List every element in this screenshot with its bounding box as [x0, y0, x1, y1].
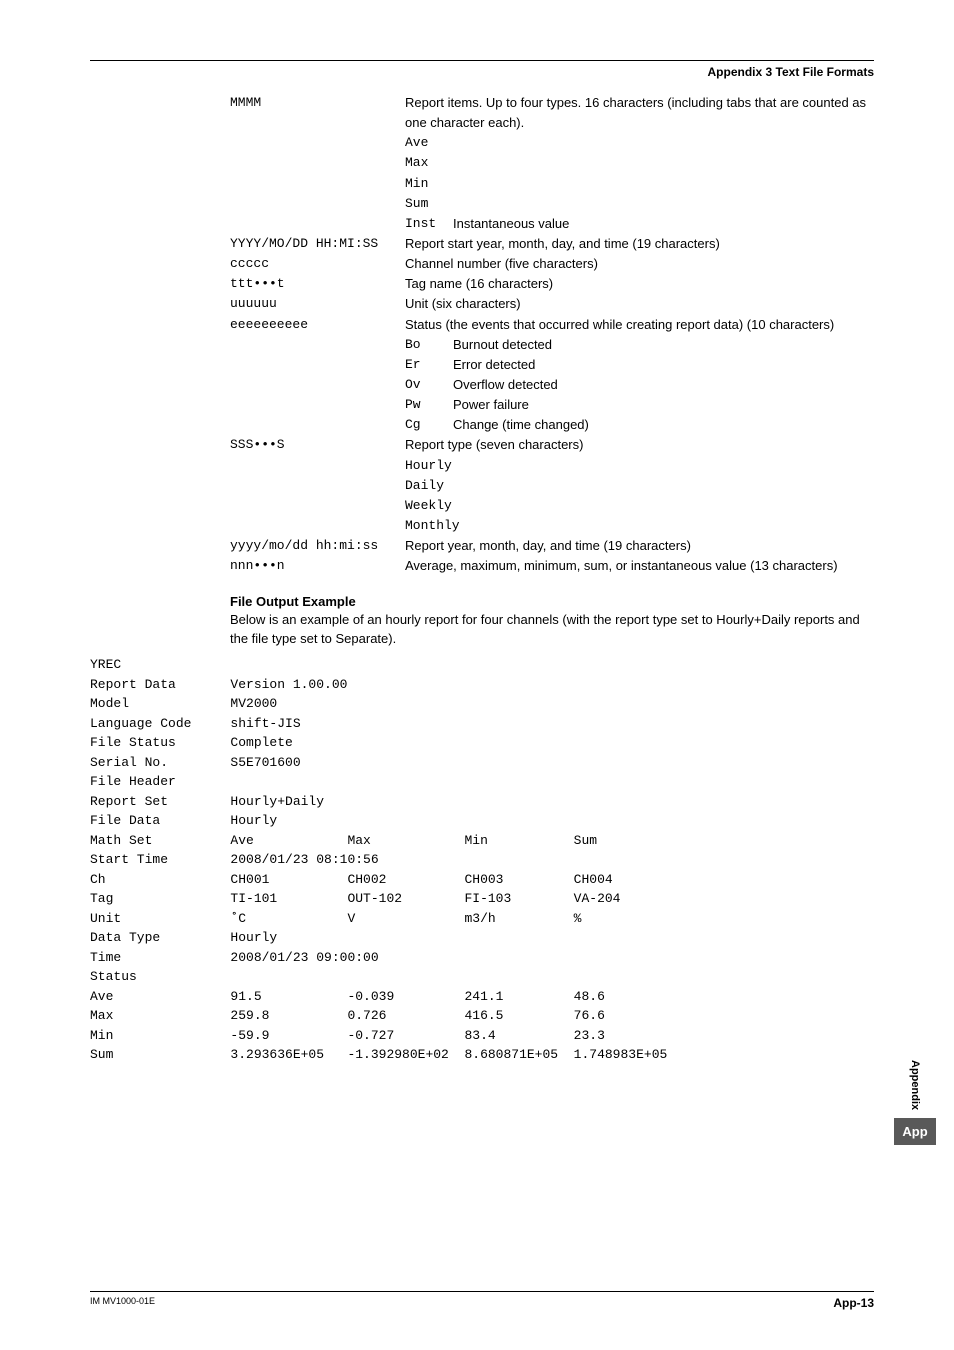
definition-sub-mono: Max	[405, 153, 874, 173]
definition-sub-mono: Weekly	[405, 496, 874, 516]
definition-sub-code: Pw	[405, 395, 453, 415]
definition-row: YYYY/MO/DD HH:MI:SSReport start year, mo…	[230, 234, 874, 254]
definition-sub-text: Instantaneous value	[453, 214, 874, 234]
definition-row: ttt•••tTag name (16 characters)	[230, 274, 874, 294]
definition-sub-text: Error detected	[453, 355, 874, 375]
definition-key: yyyy/mo/dd hh:mi:ss	[230, 536, 405, 556]
definition-sub-text: Overflow detected	[453, 375, 874, 395]
definition-sub-text: Change (time changed)	[453, 415, 874, 435]
definition-key: ttt•••t	[230, 274, 405, 294]
definition-sub-row: PwPower failure	[405, 395, 874, 415]
definition-row: eeeeeeeeeeStatus (the events that occurr…	[230, 315, 874, 335]
definition-sub-row: OvOverflow detected	[405, 375, 874, 395]
definition-row: cccccChannel number (five characters)	[230, 254, 874, 274]
definition-value: Tag name (16 characters)	[405, 274, 874, 294]
definition-sub-code: Bo	[405, 335, 453, 355]
definition-value: Report items. Up to four types. 16 chara…	[405, 93, 874, 133]
definition-sub-code: Ov	[405, 375, 453, 395]
definition-sub-row: BoBurnout detected	[405, 335, 874, 355]
definition-sub-text: Burnout detected	[453, 335, 874, 355]
side-tab: Appendix App	[894, 1060, 936, 1145]
definition-sub-mono: Hourly	[405, 456, 874, 476]
example-output: YREC Report Data Version 1.00.00 Model M…	[90, 655, 874, 1065]
definition-sub-row: ErError detected	[405, 355, 874, 375]
footer-doc-id: IM MV1000-01E	[90, 1296, 155, 1310]
definition-value: Report type (seven characters)	[405, 435, 874, 455]
definition-sub-mono: Min	[405, 174, 874, 194]
definition-sub-mono: Sum	[405, 194, 874, 214]
definition-key: nnn•••n	[230, 556, 405, 576]
definition-value: Unit (six characters)	[405, 294, 874, 314]
definition-sub-code: Inst	[405, 214, 453, 234]
side-label: Appendix	[909, 1060, 921, 1110]
definition-value: Report start year, month, day, and time …	[405, 234, 874, 254]
definition-value: Average, maximum, minimum, sum, or insta…	[405, 556, 874, 576]
definitions-block: MMMMReport items. Up to four types. 16 c…	[230, 93, 874, 576]
definition-key: ccccc	[230, 254, 405, 274]
definition-key: YYYY/MO/DD HH:MI:SS	[230, 234, 405, 254]
definition-sub-text: Power failure	[453, 395, 874, 415]
definition-key: MMMM	[230, 93, 405, 113]
side-tab-box: App	[894, 1118, 936, 1145]
definition-sub-mono: Monthly	[405, 516, 874, 536]
definition-sub-row: CgChange (time changed)	[405, 415, 874, 435]
footer-page-number: App-13	[833, 1296, 874, 1310]
definition-value: Report year, month, day, and time (19 ch…	[405, 536, 874, 556]
definition-row: uuuuuuUnit (six characters)	[230, 294, 874, 314]
definition-key: eeeeeeeeee	[230, 315, 405, 335]
definition-row: yyyy/mo/dd hh:mi:ssReport year, month, d…	[230, 536, 874, 556]
page-section-title: Appendix 3 Text File Formats	[90, 65, 874, 79]
definition-value: Status (the events that occurred while c…	[405, 315, 874, 335]
example-heading: File Output Example	[230, 594, 874, 609]
definition-sub-row: InstInstantaneous value	[405, 214, 874, 234]
definition-sub-mono: Daily	[405, 476, 874, 496]
definition-sub-mono: Ave	[405, 133, 874, 153]
example-intro: Below is an example of an hourly report …	[230, 611, 874, 649]
definition-sub-code: Cg	[405, 415, 453, 435]
definition-key: uuuuuu	[230, 294, 405, 314]
definition-sub-code: Er	[405, 355, 453, 375]
definition-row: SSS•••SReport type (seven characters)	[230, 435, 874, 455]
definition-value: Channel number (five characters)	[405, 254, 874, 274]
definition-row: MMMMReport items. Up to four types. 16 c…	[230, 93, 874, 133]
definition-key: SSS•••S	[230, 435, 405, 455]
definition-row: nnn•••nAverage, maximum, minimum, sum, o…	[230, 556, 874, 576]
